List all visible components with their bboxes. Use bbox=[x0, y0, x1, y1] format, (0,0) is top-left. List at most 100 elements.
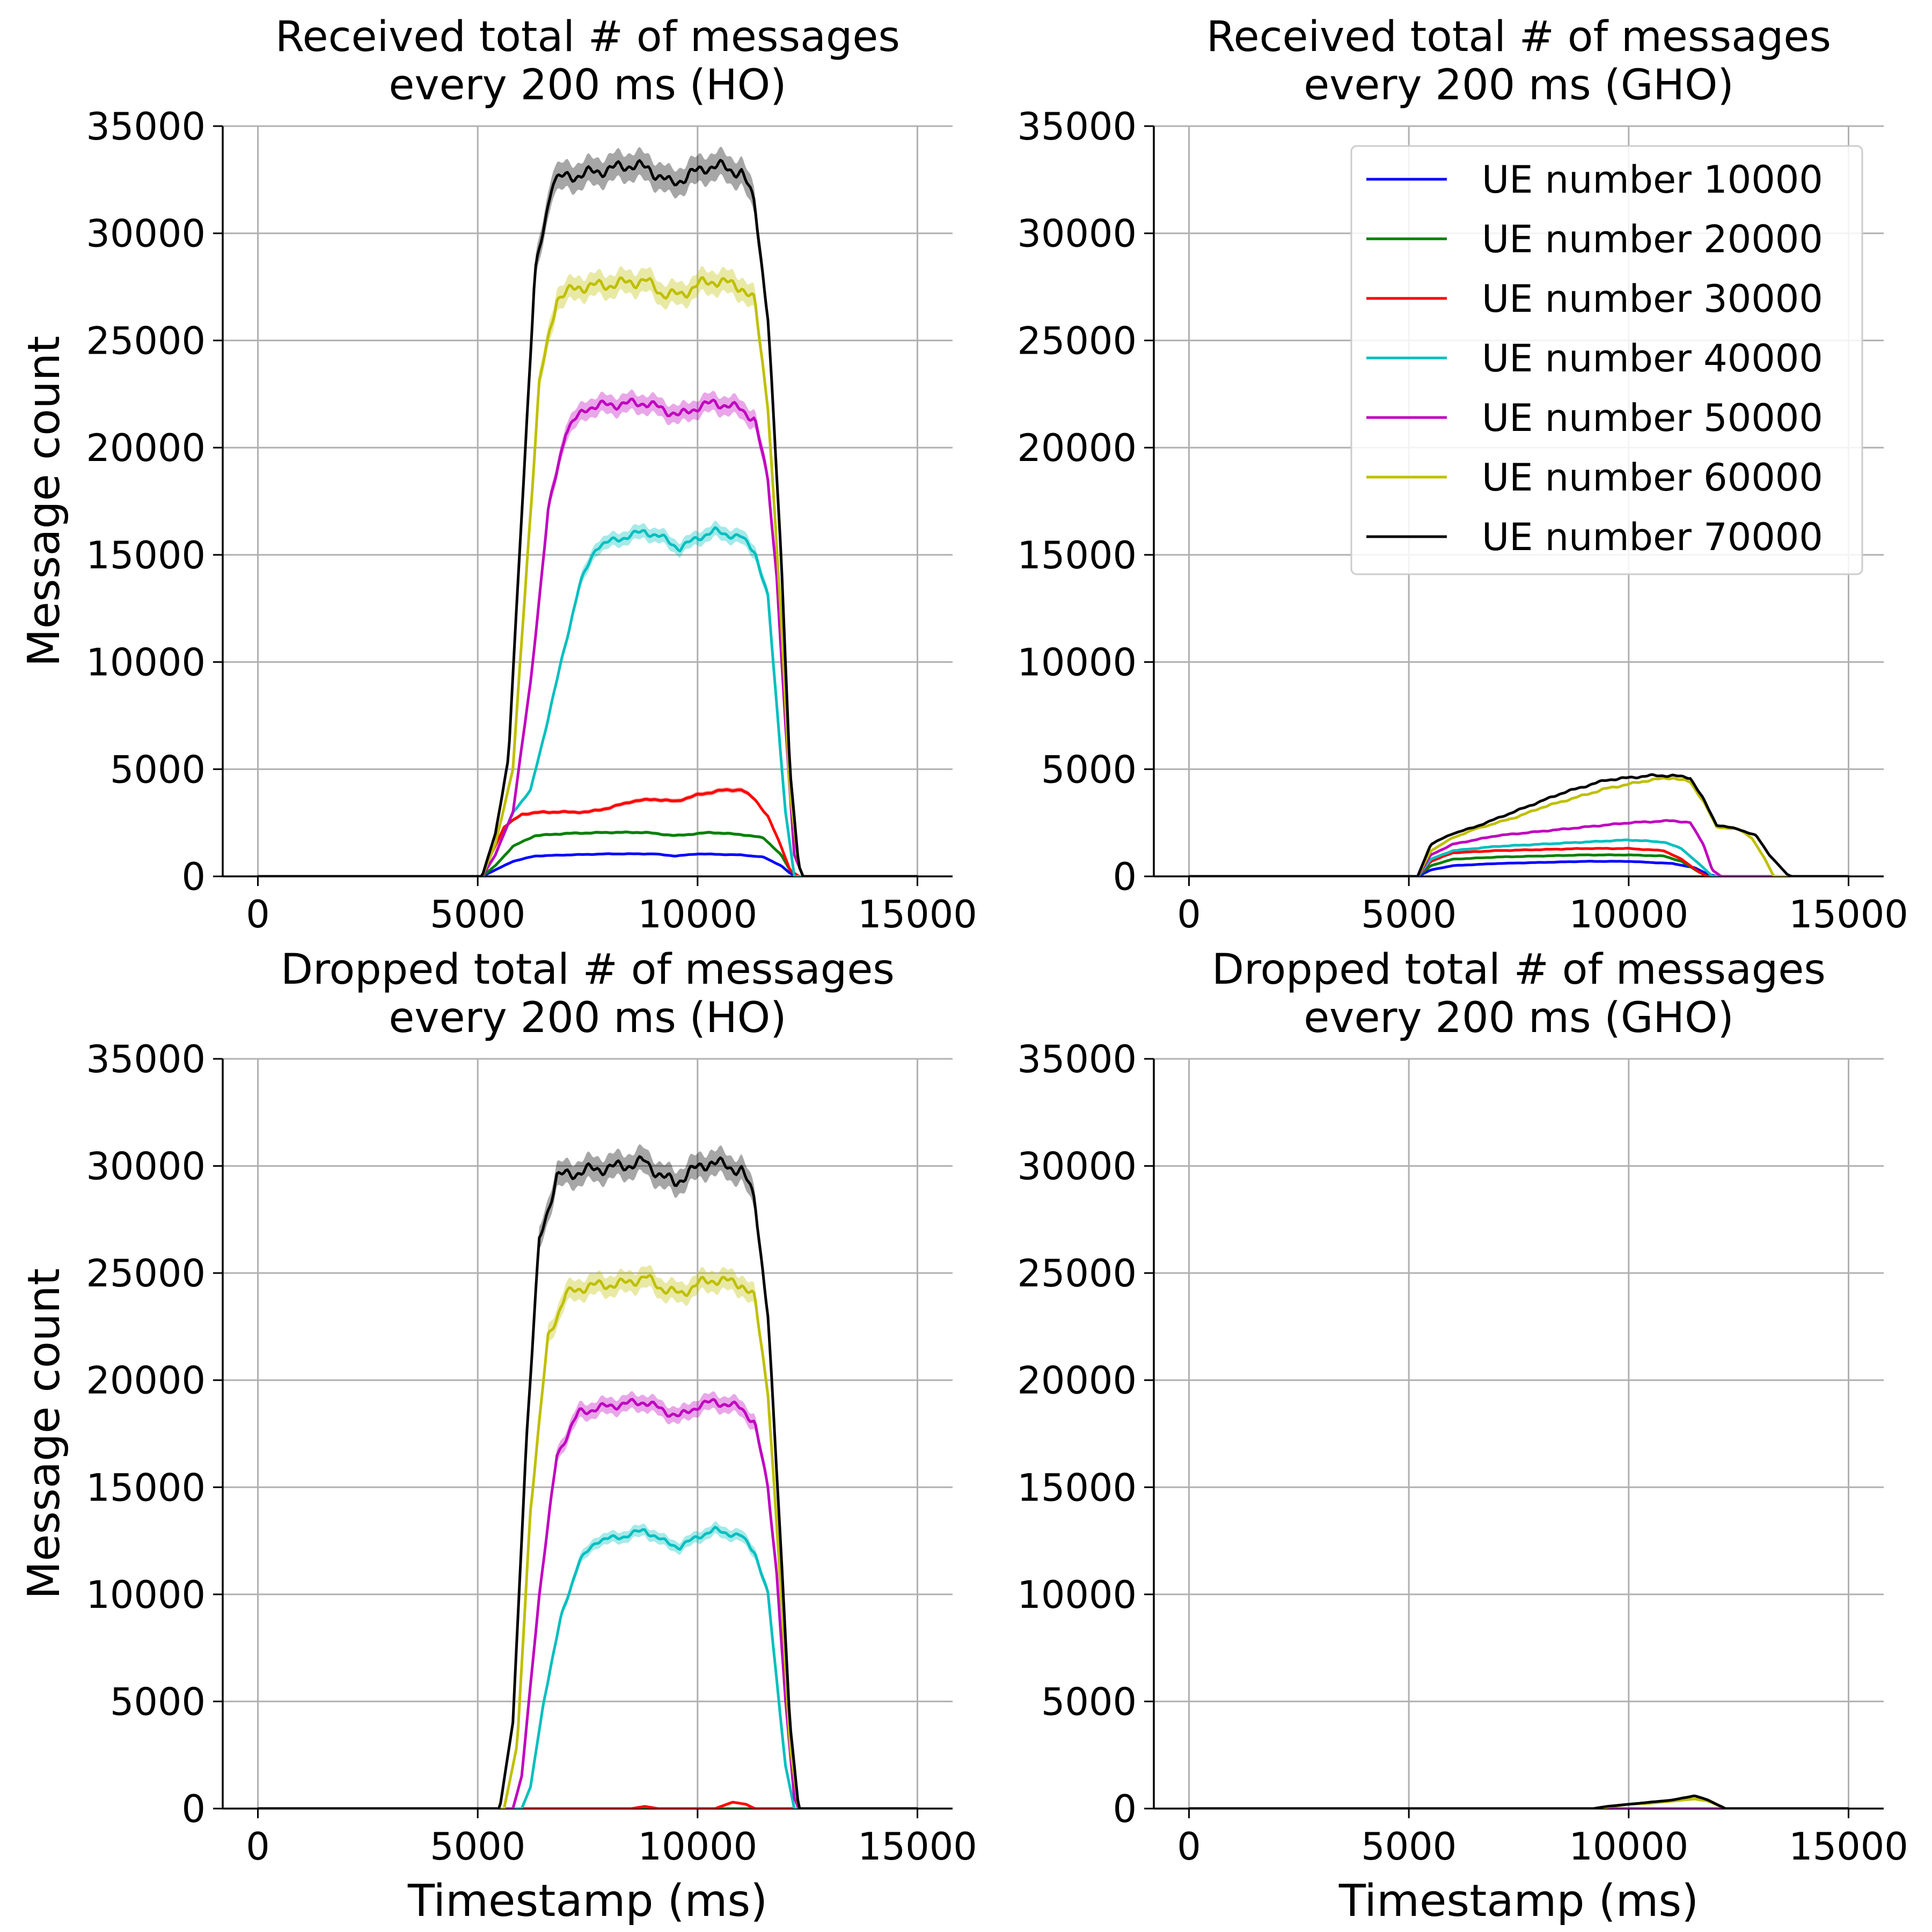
series-line bbox=[1189, 838, 1849, 876]
series-group bbox=[1189, 773, 1849, 876]
x-axis-label: Timestamp (ms) bbox=[407, 1876, 767, 1927]
series-band bbox=[1189, 1795, 1849, 1809]
y-tick-label: 0 bbox=[1113, 1787, 1137, 1831]
y-tick-label: 30000 bbox=[1017, 1145, 1137, 1189]
panel-title-line: every 200 ms (GHO) bbox=[1304, 994, 1734, 1042]
series-band bbox=[1189, 1798, 1849, 1809]
x-tick-label: 0 bbox=[246, 892, 270, 936]
x-tick-label: 0 bbox=[1177, 892, 1201, 936]
y-tick-label: 15000 bbox=[1017, 1466, 1137, 1510]
y-tick-label: 15000 bbox=[86, 533, 206, 577]
panel-title-line: Received total # of messages bbox=[1206, 13, 1831, 61]
series-line bbox=[258, 830, 918, 876]
panel-title-line: every 200 ms (GHO) bbox=[1304, 61, 1734, 109]
legend-label: UE number 20000 bbox=[1482, 217, 1823, 261]
y-tick-label: 35000 bbox=[1017, 1037, 1137, 1081]
y-tick-label: 25000 bbox=[86, 319, 206, 363]
x-tick-label: 0 bbox=[246, 1825, 270, 1869]
series-line bbox=[258, 852, 918, 876]
y-tick-label: 25000 bbox=[1017, 319, 1137, 363]
series-band bbox=[258, 390, 918, 876]
legend-label: UE number 40000 bbox=[1482, 336, 1823, 380]
panel-4: 0 5000 10000 15000 0 5000 10000 15000 20000 25000… bbox=[1017, 946, 1908, 1927]
series-line bbox=[258, 1274, 918, 1809]
y-tick-label: 30000 bbox=[1017, 212, 1137, 256]
y-axis-label: Message count bbox=[19, 1268, 70, 1599]
x-tick-label: 10000 bbox=[1569, 1825, 1688, 1869]
series-line bbox=[1189, 847, 1849, 876]
x-tick-label: 0 bbox=[1177, 1825, 1201, 1869]
series-line bbox=[1189, 819, 1849, 876]
series-line bbox=[1189, 1797, 1849, 1809]
x-tick-label: 10000 bbox=[1569, 892, 1688, 936]
series-band bbox=[258, 520, 918, 876]
series-group bbox=[258, 147, 918, 876]
series-line bbox=[258, 159, 918, 876]
series-band bbox=[258, 1391, 918, 1809]
x-axis-label: Timestamp (ms) bbox=[1338, 1876, 1699, 1927]
y-tick-label: 0 bbox=[1113, 855, 1137, 899]
y-tick-label: 10000 bbox=[86, 1573, 206, 1617]
series-line bbox=[1189, 773, 1849, 876]
x-tick-label: 5000 bbox=[1361, 892, 1457, 936]
y-tick-label: 5000 bbox=[110, 748, 206, 792]
y-tick-label: 20000 bbox=[86, 426, 206, 470]
y-tick-label: 5000 bbox=[1041, 1680, 1137, 1724]
y-tick-label: 15000 bbox=[86, 1466, 206, 1510]
legend-label: UE number 60000 bbox=[1482, 456, 1823, 500]
series-line bbox=[258, 1155, 918, 1809]
y-tick-label: 0 bbox=[181, 855, 206, 899]
series-group bbox=[258, 1144, 918, 1809]
y-tick-label: 10000 bbox=[86, 641, 206, 685]
series-line bbox=[258, 788, 918, 876]
legend-label: UE number 10000 bbox=[1482, 158, 1823, 202]
y-tick-label: 20000 bbox=[1017, 1359, 1137, 1403]
x-tick-label: 5000 bbox=[1361, 1825, 1457, 1869]
panel-title-line: every 200 ms (HO) bbox=[389, 61, 786, 109]
y-tick-label: 25000 bbox=[1017, 1252, 1137, 1296]
y-tick-label: 15000 bbox=[1017, 533, 1137, 577]
legend-label: UE number 70000 bbox=[1482, 515, 1823, 559]
x-tick-label: 10000 bbox=[638, 892, 757, 936]
panel-1: 0 5000 10000 15000 0 5000 10000 15000 20000 25000… bbox=[19, 13, 977, 936]
panel-title-line: every 200 ms (HO) bbox=[389, 994, 786, 1042]
series-band bbox=[258, 1144, 918, 1809]
y-tick-label: 10000 bbox=[1017, 1573, 1137, 1617]
series-line bbox=[1189, 853, 1849, 876]
series-band bbox=[258, 147, 918, 876]
panel-3: 0 5000 10000 15000 0 5000 10000 15000 20000 25000… bbox=[19, 946, 977, 1927]
y-tick-label: 5000 bbox=[1041, 748, 1137, 792]
y-tick-label: 5000 bbox=[110, 1680, 206, 1724]
panel-2: 0 5000 10000 15000 0 5000 10000 15000 20000 25000… bbox=[1017, 13, 1908, 936]
legend-label: UE number 50000 bbox=[1482, 396, 1823, 440]
y-tick-label: 10000 bbox=[1017, 641, 1137, 685]
y-tick-label: 35000 bbox=[86, 1037, 206, 1081]
series-line bbox=[258, 526, 918, 876]
series-group bbox=[1189, 1794, 1849, 1809]
y-tick-label: 35000 bbox=[86, 105, 206, 149]
y-tick-label: 30000 bbox=[86, 1145, 206, 1189]
x-tick-label: 15000 bbox=[858, 892, 977, 936]
panel-title-line: Dropped total # of messages bbox=[1212, 946, 1826, 994]
panel-title-line: Dropped total # of messages bbox=[281, 946, 895, 994]
series-line bbox=[258, 276, 918, 876]
x-tick-label: 15000 bbox=[1789, 1825, 1908, 1869]
series-line bbox=[1189, 860, 1849, 876]
y-axis-label: Message count bbox=[19, 336, 70, 667]
series-band bbox=[258, 1521, 918, 1809]
y-tick-label: 20000 bbox=[1017, 426, 1137, 470]
panel-title-line: Received total # of messages bbox=[275, 13, 900, 61]
series-band bbox=[258, 852, 918, 876]
legend-label: UE number 30000 bbox=[1482, 277, 1823, 321]
x-tick-label: 5000 bbox=[430, 892, 525, 936]
y-tick-label: 0 bbox=[181, 1787, 206, 1831]
series-line bbox=[258, 1526, 918, 1809]
y-tick-label: 35000 bbox=[1017, 105, 1137, 149]
y-tick-label: 20000 bbox=[86, 1359, 206, 1403]
legend-box bbox=[1350, 145, 1863, 575]
x-tick-label: 5000 bbox=[430, 1825, 525, 1869]
legend: UE number 10000 UE number 20000 UE number … bbox=[1350, 145, 1863, 575]
y-tick-label: 30000 bbox=[86, 212, 206, 256]
series-band bbox=[258, 1265, 918, 1809]
